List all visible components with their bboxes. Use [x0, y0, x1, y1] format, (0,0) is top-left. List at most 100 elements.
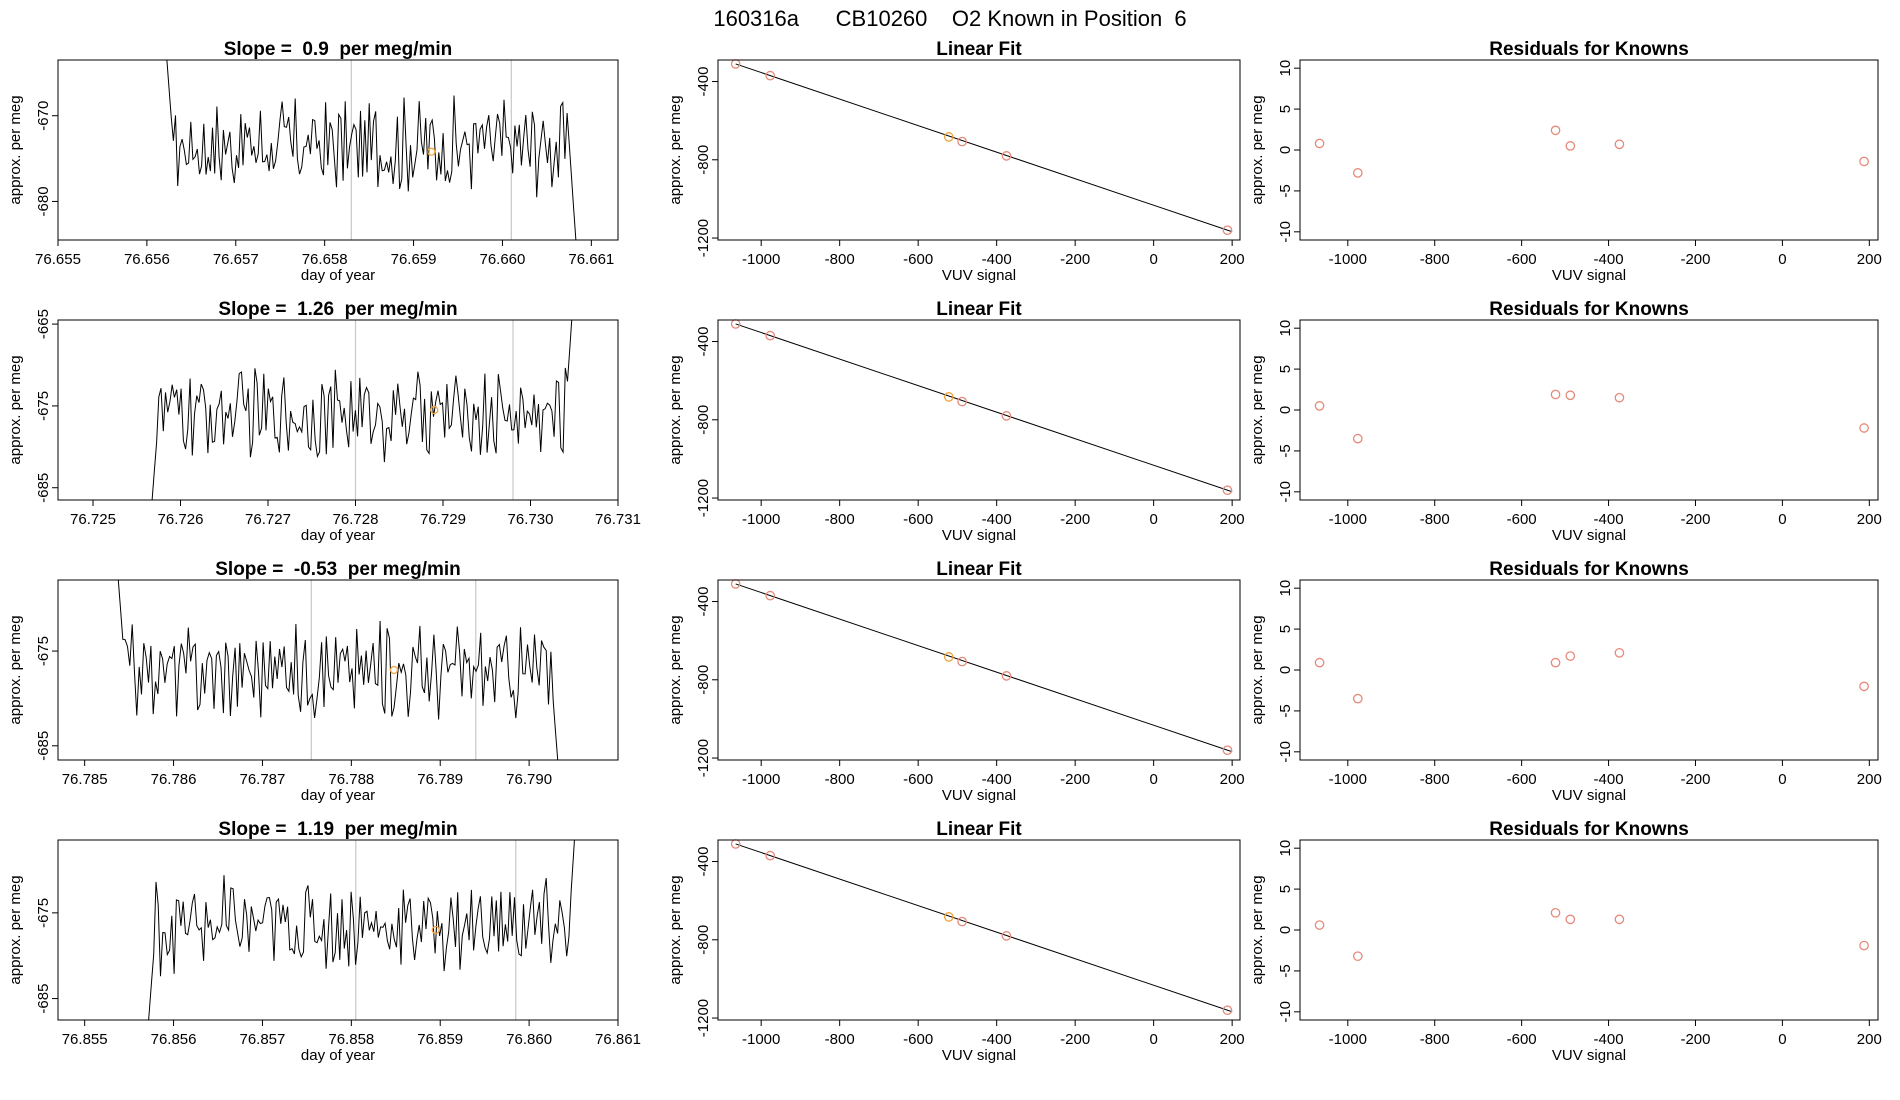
x-tick-label: -400 — [982, 511, 1012, 528]
data-point — [1550, 125, 1561, 136]
x-tick-label: -800 — [1420, 771, 1450, 788]
y-tick-label: 5 — [1277, 105, 1294, 113]
x-tick-label: -600 — [1507, 771, 1537, 788]
selected-data-point — [943, 912, 954, 922]
x-tick-label: -400 — [1594, 1031, 1624, 1048]
x-tick-label: -400 — [1594, 251, 1624, 268]
x-tick-label: -800 — [825, 1031, 855, 1048]
data-point — [1550, 389, 1561, 400]
y-tick-label: -665 — [35, 309, 52, 339]
x-tick-label: -800 — [1420, 251, 1450, 268]
y-tick-label: 0 — [1277, 406, 1294, 414]
data-point — [1859, 940, 1869, 951]
data-point — [1550, 657, 1561, 668]
x-tick-label: 76.859 — [417, 1031, 463, 1048]
x-tick-label: -600 — [1507, 1031, 1537, 1048]
residuals-panel-11: Residuals for Knowns-1000 -800 -600 -400 -20… — [1249, 559, 1882, 804]
x-tick-label: -1000 — [742, 771, 780, 788]
selected-point-marker — [427, 147, 436, 156]
y-tick-label: -685 — [35, 731, 52, 761]
data-point — [765, 330, 776, 341]
plot-frame — [717, 839, 1241, 1021]
data-point — [765, 850, 776, 861]
x-tick-label: 200 — [1220, 511, 1245, 528]
x-axis: 76.725 76.726 76.727 76.728 76.729 76.730 76.7… — [70, 500, 641, 528]
x-axis: -1000 -800 -600 -400 -200 0 200 — [742, 240, 1245, 268]
y-tick-label: -1200 — [695, 999, 712, 1037]
x-tick-label: -600 — [1507, 511, 1537, 528]
chart-title: Linear Fit — [936, 559, 1022, 580]
x-tick-label: 200 — [1857, 771, 1882, 788]
x-tick-label: 76.857 — [239, 1031, 285, 1048]
selected-data-point — [943, 392, 954, 402]
selected-point-marker — [389, 665, 399, 675]
x-tick-label: 76.855 — [62, 1031, 108, 1048]
data-point — [1859, 681, 1869, 692]
y-axis: -400 -800 -1200 — [695, 327, 718, 517]
x-tick-label: -200 — [1060, 1031, 1090, 1048]
y-tick-label: -800 — [695, 145, 712, 175]
x-tick-label: -800 — [825, 511, 855, 528]
data-point — [1550, 907, 1561, 918]
x-tick-label: 76.659 — [391, 251, 437, 268]
plot-frame — [57, 319, 619, 501]
x-tick-label: 76.787 — [239, 771, 285, 788]
y-tick-label: -800 — [695, 925, 712, 955]
y-tick-label: -400 — [695, 587, 712, 617]
y-tick-label: 0 — [1277, 146, 1294, 154]
y-axis-label: approx. per meg — [667, 615, 684, 724]
y-axis-label: approx. per meg — [7, 95, 24, 204]
y-tick-label: -10 — [1277, 481, 1294, 503]
x-tick-label: -200 — [1680, 511, 1710, 528]
x-tick-label: 76.861 — [595, 1031, 641, 1048]
x-tick-label: 76.785 — [62, 771, 108, 788]
y-axis: -670 -680 — [35, 101, 58, 216]
y-axis-label: approx. per meg — [667, 875, 684, 984]
y-axis: 10 5 0 -5 -10 — [1277, 60, 1300, 243]
plot-frame — [1299, 319, 1879, 501]
y-tick-label: -5 — [1277, 704, 1294, 717]
y-tick-label: -675 — [35, 898, 52, 928]
x-tick-label: 76.730 — [508, 511, 554, 528]
data-point — [1314, 657, 1325, 668]
x-tick-label: -200 — [1680, 771, 1710, 788]
signal-trace — [148, 840, 575, 1020]
y-tick-label: -5 — [1277, 184, 1294, 197]
y-tick-label: 10 — [1277, 320, 1294, 337]
data-point — [1222, 1005, 1233, 1016]
y-tick-label: -10 — [1277, 1001, 1294, 1023]
x-tick-label: 76.660 — [479, 251, 525, 268]
selected-point-marker — [431, 925, 440, 935]
y-axis-label: approx. per meg — [7, 875, 24, 984]
selected-data-point — [943, 652, 954, 662]
y-tick-label: -675 — [35, 391, 52, 421]
data-point — [1614, 392, 1625, 403]
y-axis-label: approx. per meg — [667, 95, 684, 204]
x-tick-label: 76.727 — [245, 511, 291, 528]
residuals-panel-10: Residuals for Knowns-1000 -800 -600 -400 -20… — [1249, 299, 1882, 544]
y-tick-label: -685 — [35, 473, 52, 503]
x-axis: 76.785 76.786 76.787 76.788 76.789 76.790 — [62, 760, 552, 788]
data-point — [1565, 651, 1576, 661]
x-tick-label: 76.728 — [333, 511, 379, 528]
plot-frame — [57, 59, 619, 241]
y-tick-label: -400 — [695, 67, 712, 97]
y-tick-label: -685 — [35, 984, 52, 1014]
x-axis: -1000 -800 -600 -400 -200 0 200 — [742, 500, 1245, 528]
plot-frame — [57, 579, 619, 761]
data-point — [1614, 139, 1625, 150]
data-point — [1001, 151, 1012, 161]
x-tick-label: -800 — [825, 251, 855, 268]
signal-trace — [151, 320, 573, 500]
x-tick-label: -800 — [1420, 1031, 1450, 1048]
y-tick-label: -10 — [1277, 221, 1294, 243]
y-tick-label: -400 — [695, 327, 712, 357]
data-point — [957, 656, 967, 667]
y-tick-label: -1200 — [695, 739, 712, 777]
y-axis-label: approx. per meg — [7, 615, 24, 724]
x-tick-label: -800 — [1420, 511, 1450, 528]
x-tick-label: -200 — [1060, 771, 1090, 788]
y-tick-label: -5 — [1277, 964, 1294, 977]
x-tick-label: 76.658 — [302, 251, 348, 268]
